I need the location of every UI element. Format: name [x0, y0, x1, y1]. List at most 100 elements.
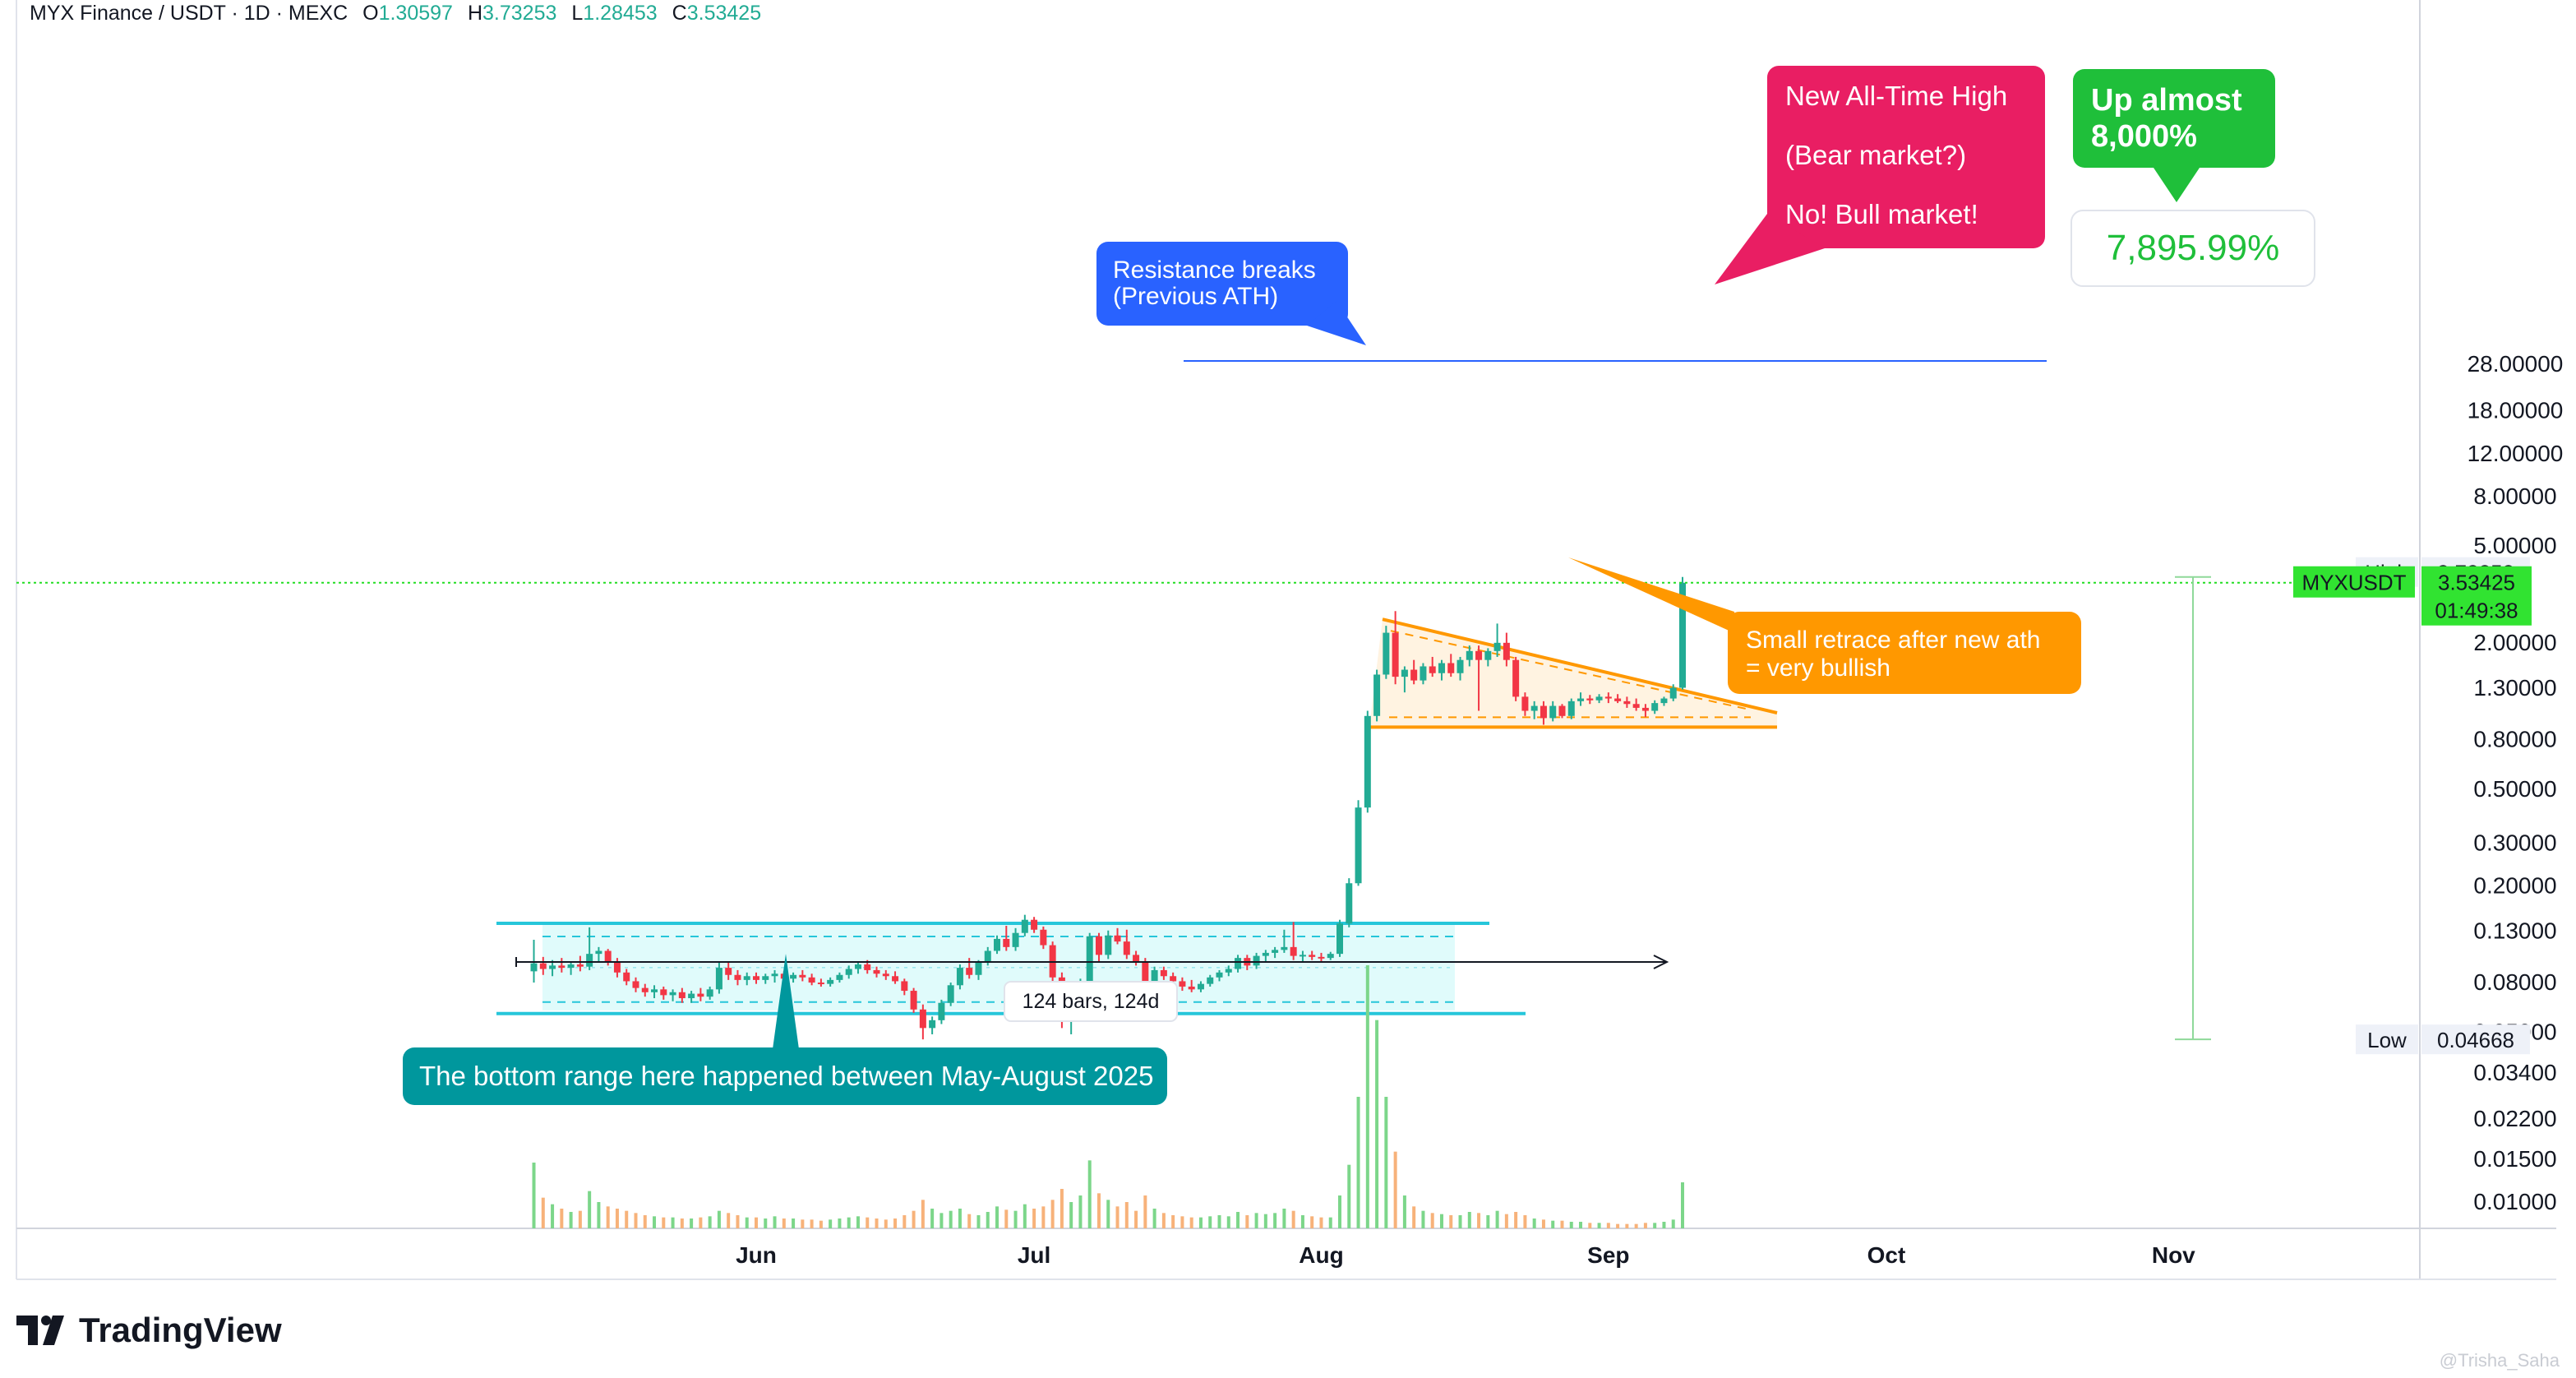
volume-bar: [1347, 1164, 1351, 1228]
candle-body: [613, 960, 621, 973]
high-value: 3.73253: [482, 1, 557, 25]
candle: [1105, 930, 1112, 960]
low-value: 1.28453: [583, 1, 658, 25]
candle-body: [947, 985, 954, 1003]
price-tick-label: 0.03400: [2473, 1060, 2556, 1085]
candle: [1512, 656, 1520, 701]
candle: [743, 972, 750, 986]
candle: [1188, 979, 1195, 992]
tradingview-logo-icon: [16, 1316, 64, 1345]
candlestick-series: [530, 576, 1686, 1040]
candle-body: [1040, 929, 1047, 946]
candle-body: [1188, 986, 1195, 990]
candle: [771, 969, 778, 983]
candle-body: [595, 950, 602, 955]
ath-callout-line3: No! Bull market!: [1785, 199, 1978, 229]
candle: [1216, 969, 1223, 982]
candle: [1225, 965, 1232, 977]
candle-body: [604, 950, 612, 961]
candle: [586, 927, 593, 970]
volume-bar: [819, 1220, 823, 1228]
candle-body: [975, 962, 982, 975]
candle-body: [1309, 955, 1316, 957]
candle: [623, 969, 630, 986]
candle: [1679, 576, 1686, 690]
candle: [660, 986, 667, 1000]
candle: [1207, 974, 1214, 987]
candle-body: [706, 989, 713, 997]
candle-body: [1207, 977, 1214, 984]
volume-bar: [995, 1206, 999, 1228]
candle-body: [1512, 659, 1520, 697]
volume-bar: [1189, 1217, 1193, 1228]
volume-bar: [1319, 1217, 1323, 1228]
descending-triangle-pattern: [1369, 617, 1778, 729]
volume-bar: [1013, 1210, 1018, 1228]
volume-bar: [1551, 1220, 1555, 1228]
volume-bar: [532, 1163, 536, 1228]
candle-body: [1133, 955, 1140, 961]
candle-body: [725, 968, 732, 975]
candle: [1262, 950, 1269, 961]
candle-body: [697, 993, 704, 997]
candle-body: [743, 976, 750, 980]
volume-bar: [1152, 1209, 1156, 1228]
up-callout-bg: [2073, 69, 2275, 168]
candle: [1160, 966, 1167, 980]
tradingview-logo[interactable]: TradingView: [16, 1307, 282, 1353]
triangle-inner-upper: [1390, 630, 1752, 711]
price-tick-label: 0.01000: [2473, 1189, 2556, 1214]
candle: [1429, 656, 1436, 677]
volume-bar: [1597, 1223, 1601, 1228]
candle-body: [1021, 919, 1028, 933]
volume-bar: [958, 1209, 962, 1228]
candle-body: [734, 974, 741, 980]
symbol-title: MYX Finance / USDT · 1D · MEXC: [30, 1, 349, 25]
volume-bar: [1412, 1206, 1416, 1228]
time-tick-label: Oct: [1867, 1242, 1906, 1268]
resistance-callout-line1: Resistance breaks: [1113, 257, 1316, 284]
volume-bar: [1023, 1204, 1027, 1228]
volume-bar: [1180, 1216, 1184, 1228]
candle-body: [882, 973, 889, 977]
price-tick-label: 18.00000: [2468, 398, 2564, 423]
volume-bar: [662, 1217, 666, 1228]
up-callout-line1: Up almost: [2091, 83, 2242, 118]
time-tick-label: Jun: [736, 1242, 777, 1268]
ath-callout-line1: New All-Time High: [1785, 81, 2007, 111]
candle: [1040, 926, 1047, 950]
volume-bar: [1328, 1217, 1332, 1228]
candle: [1447, 654, 1455, 677]
candle: [1604, 692, 1612, 704]
open-value: 1.30597: [378, 1, 453, 25]
candle-body: [892, 976, 899, 982]
close-label: C: [672, 1, 687, 25]
volume-bar: [551, 1204, 555, 1228]
candle-body: [1151, 969, 1158, 988]
candle: [753, 972, 759, 984]
candle: [1179, 977, 1186, 992]
candle-body: [530, 963, 538, 972]
range-callout-pointer: [773, 954, 799, 1049]
candle: [725, 962, 732, 980]
candle-body: [1632, 704, 1640, 708]
volume-bar: [1310, 1216, 1314, 1228]
volume-bar: [1588, 1223, 1592, 1228]
volume-bar: [1523, 1215, 1527, 1228]
price-tick-label: 0.08000: [2473, 969, 2556, 995]
candle-body: [1549, 705, 1557, 719]
candle: [790, 972, 797, 983]
volume-bar: [1430, 1213, 1434, 1228]
candle-body: [1383, 632, 1390, 675]
candle: [669, 989, 676, 1001]
candle-body: [1679, 582, 1686, 688]
last-price-tag-bg: [2421, 566, 2532, 626]
volume-bars: [532, 965, 1684, 1228]
price-tick-label: 12.00000: [2468, 441, 2564, 466]
volume-bar: [1653, 1223, 1657, 1228]
volume-bar: [653, 1216, 657, 1228]
volume-bar: [1365, 965, 1369, 1228]
candle-body: [641, 987, 649, 992]
